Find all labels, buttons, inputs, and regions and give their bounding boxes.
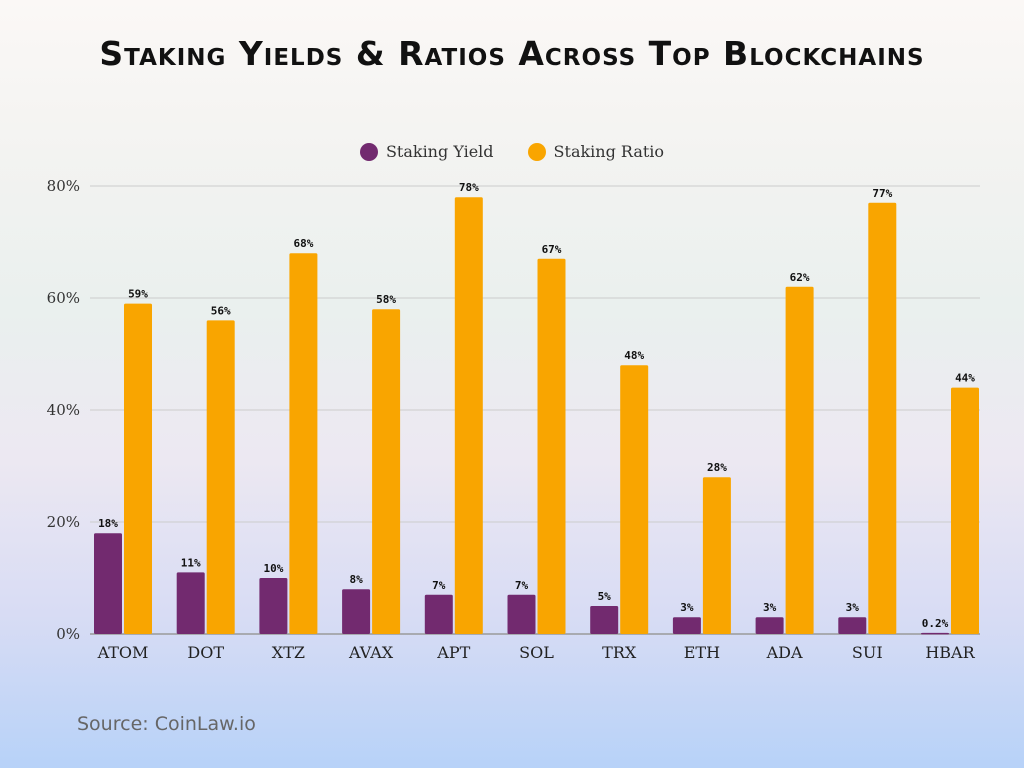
chart-title: Staking Yields & Ratios Across Top Block…: [99, 34, 925, 73]
bar-staking-yield: [424, 594, 453, 634]
bar-staking-ratio: [372, 309, 401, 634]
data-label: 68%: [293, 237, 313, 250]
bar-staking-ratio: [868, 202, 897, 635]
bar-staking-ratio: [785, 286, 814, 634]
bar-staking-yield: [94, 533, 122, 634]
bar-staking-yield: [259, 578, 288, 634]
data-label: 0.2%: [922, 617, 949, 630]
x-tick-label: APT: [436, 643, 470, 662]
x-tick-label: SOL: [519, 643, 554, 662]
bar-staking-yield: [838, 617, 867, 634]
bar-staking-yield: [590, 606, 619, 634]
bar-staking-ratio: [951, 387, 979, 634]
x-tick-label: XTZ: [272, 643, 305, 662]
y-tick-label: 0%: [56, 625, 80, 643]
data-label: 56%: [211, 304, 231, 317]
x-tick-label: TRX: [602, 643, 637, 662]
bar-staking-ratio: [206, 320, 235, 634]
data-label: 44%: [955, 372, 975, 385]
y-tick-label: 20%: [47, 513, 80, 531]
data-label: 3%: [680, 601, 694, 614]
data-label: 18%: [98, 517, 118, 530]
x-tick-label: ETH: [684, 643, 720, 662]
data-label: 11%: [181, 556, 201, 569]
bar-staking-ratio: [289, 253, 318, 634]
data-label: 62%: [790, 271, 810, 284]
data-label: 48%: [624, 349, 644, 362]
legend-swatch-yield: [359, 142, 378, 161]
legend: Staking Yield Staking Ratio: [0, 142, 1024, 161]
bar-staking-ratio: [537, 258, 566, 634]
legend-swatch-ratio: [527, 142, 546, 161]
data-label: 7%: [432, 579, 446, 592]
legend-item-staking-yield: Staking Yield: [359, 142, 494, 161]
source-note: Source: CoinLaw.io: [77, 713, 256, 735]
bar-staking-yield: [176, 572, 205, 634]
bar-staking-yield: [507, 594, 536, 634]
legend-item-staking-ratio: Staking Ratio: [527, 142, 665, 161]
data-label: 58%: [376, 293, 396, 306]
bar-staking-ratio: [702, 477, 731, 634]
bar-staking-yield: [672, 617, 701, 634]
data-label: 8%: [349, 573, 363, 586]
bar-staking-yield: [755, 617, 784, 634]
x-tick-label: AVAX: [348, 643, 394, 662]
data-label: 7%: [515, 579, 529, 592]
x-tick-label: SUI: [852, 643, 883, 662]
data-label: 10%: [263, 562, 283, 575]
data-label: 5%: [598, 590, 612, 603]
data-label: 77%: [872, 187, 892, 200]
bar-staking-yield: [921, 632, 949, 635]
x-tick-label: ATOM: [97, 643, 149, 662]
x-tick-label: ADA: [766, 643, 803, 662]
bar-staking-ratio: [620, 365, 649, 634]
bar-staking-yield: [342, 589, 371, 634]
legend-label-yield: Staking Yield: [385, 142, 494, 161]
data-label: 78%: [459, 181, 479, 194]
data-label: 28%: [707, 461, 727, 474]
y-tick-label: 40%: [47, 401, 80, 419]
data-label: 59%: [128, 288, 148, 301]
bar-staking-ratio: [454, 197, 483, 634]
x-tick-label: DOT: [187, 643, 224, 662]
y-tick-label: 80%: [47, 177, 80, 195]
bar-staking-ratio: [124, 303, 152, 634]
legend-label-ratio: Staking Ratio: [553, 142, 665, 161]
data-label: 3%: [846, 601, 860, 614]
data-label: 3%: [763, 601, 777, 614]
data-label: 67%: [542, 243, 562, 256]
y-tick-label: 60%: [47, 289, 80, 307]
x-tick-label: HBAR: [925, 643, 975, 662]
